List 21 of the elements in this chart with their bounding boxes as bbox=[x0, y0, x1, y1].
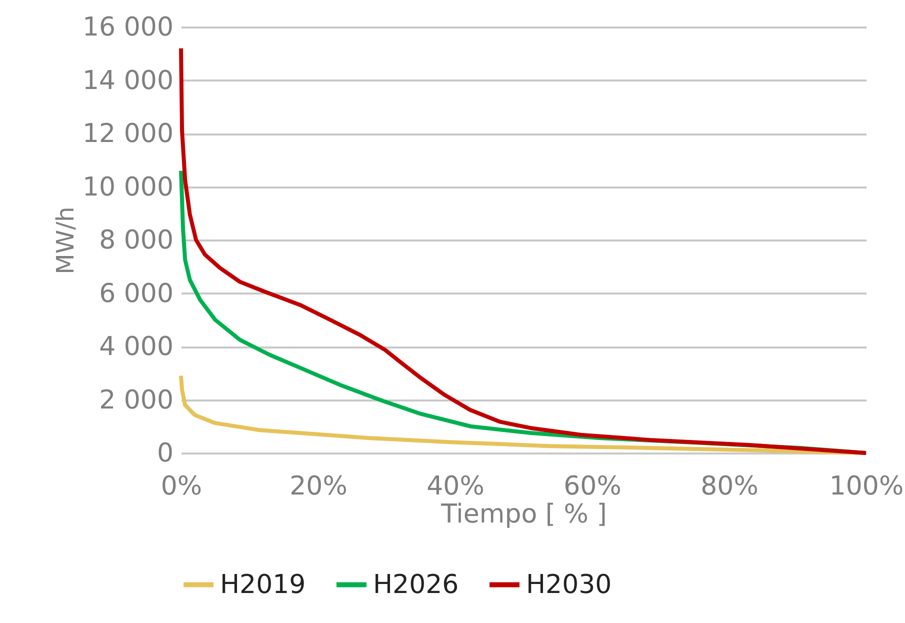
legend-label: H2026 bbox=[373, 570, 459, 600]
x-tick-label: 100% bbox=[829, 472, 904, 502]
y-tick-label: 12 000 bbox=[82, 119, 174, 149]
legend-label: H2019 bbox=[220, 570, 306, 600]
x-tick-label: 20% bbox=[290, 472, 348, 502]
y-tick-label: 6 000 bbox=[99, 278, 174, 309]
y-tick-label: 2 000 bbox=[99, 385, 174, 416]
x-tick-label: 80% bbox=[700, 472, 758, 502]
x-axis-title: Tiempo [ % ] bbox=[440, 500, 607, 530]
y-tick-label: 4 000 bbox=[99, 332, 174, 362]
line-series bbox=[179, 46, 868, 455]
y-tick-label: 10 000 bbox=[82, 172, 174, 202]
x-tick-label: 60% bbox=[564, 472, 622, 502]
legend-label: H2030 bbox=[526, 570, 612, 600]
y-tick-label: 8 000 bbox=[99, 226, 174, 256]
x-tick-label: 40% bbox=[426, 472, 484, 502]
x-tick-label: 0% bbox=[160, 472, 202, 502]
y-tick-label: 0 bbox=[156, 438, 174, 468]
y-tick-label: 14 000 bbox=[82, 66, 174, 96]
y-axis-title: MW/h bbox=[52, 206, 80, 274]
y-tick-label: 16 000 bbox=[82, 12, 174, 42]
